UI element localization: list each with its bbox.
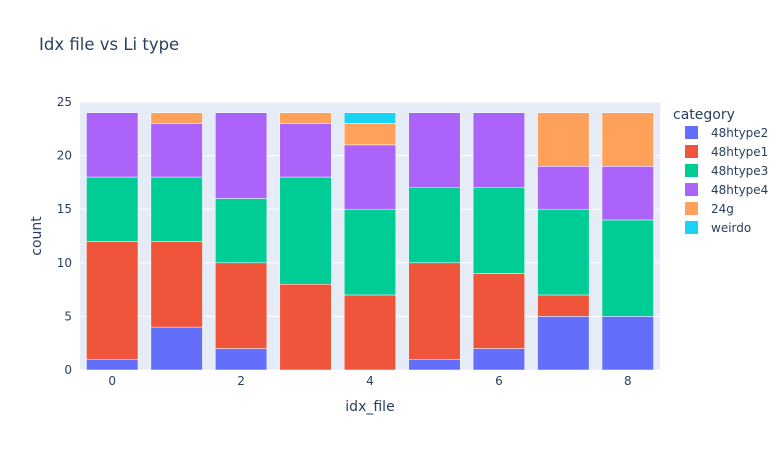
y-axis-title: count — [29, 216, 45, 256]
bar-48htype4-3[interactable] — [279, 123, 332, 178]
x-tick-label: 8 — [624, 374, 632, 388]
bar-48htype1-1[interactable] — [150, 241, 203, 328]
bar-48htype4-1[interactable] — [150, 123, 203, 178]
x-tick-label: 0 — [108, 374, 116, 388]
bar-48htype4-7[interactable] — [537, 166, 590, 210]
bar-48htype4-5[interactable] — [408, 112, 461, 189]
legend-item-24g[interactable]: 24g — [685, 202, 734, 216]
legend-swatch — [685, 221, 698, 234]
legend-label: 48htype1 — [711, 145, 768, 159]
bar-24g-1[interactable] — [150, 112, 203, 124]
legend-item-weirdo[interactable]: weirdo — [685, 221, 751, 235]
bar-48htype2-0[interactable] — [86, 359, 139, 371]
legend-swatch — [685, 164, 698, 177]
bar-48htype2-5[interactable] — [408, 359, 461, 371]
bar-48htype3-8[interactable] — [601, 219, 654, 317]
legend-swatch — [685, 145, 698, 158]
legend-swatch — [685, 183, 698, 196]
legend-item-48htype4[interactable]: 48htype4 — [685, 183, 768, 197]
bar-48htype4-6[interactable] — [472, 112, 525, 189]
bar-48htype3-6[interactable] — [472, 187, 525, 274]
legend-item-48htype2[interactable]: 48htype2 — [685, 126, 768, 140]
x-axis-ticks: 0 2 4 6 8 — [108, 374, 631, 388]
bar-48htype3-0[interactable] — [86, 176, 139, 242]
bar-48htype2-2[interactable] — [215, 348, 268, 371]
y-tick-label: 5 — [64, 309, 72, 323]
bar-24g-8[interactable] — [601, 112, 654, 167]
y-tick-label: 20 — [57, 149, 72, 163]
bars-group — [86, 112, 654, 371]
bar-24g-4[interactable] — [343, 123, 397, 146]
bar-48htype4-4[interactable] — [343, 144, 397, 210]
y-axis-ticks: 0 5 10 15 20 25 — [57, 95, 72, 377]
legend-title: category — [673, 107, 735, 123]
y-tick-label: 0 — [64, 363, 72, 377]
y-tick-label: 25 — [57, 95, 72, 109]
legend-label: 48htype2 — [711, 126, 768, 140]
legend-label: 48htype3 — [711, 164, 768, 178]
bar-48htype1-2[interactable] — [215, 262, 268, 349]
y-tick-label: 15 — [57, 202, 72, 216]
bar-48htype2-7[interactable] — [537, 316, 590, 371]
x-axis-title: idx_file — [345, 399, 394, 415]
bar-48htype4-0[interactable] — [86, 112, 139, 178]
legend-label: 48htype4 — [711, 183, 768, 197]
y-tick-label: 10 — [57, 256, 72, 270]
bar-48htype3-4[interactable] — [343, 208, 397, 296]
bar-48htype1-4[interactable] — [343, 294, 397, 371]
bar-48htype1-0[interactable] — [86, 241, 139, 360]
bar-48htype1-7[interactable] — [537, 294, 590, 317]
bar-48htype3-7[interactable] — [537, 208, 590, 296]
bar-48htype1-3[interactable] — [279, 283, 332, 371]
bar-48htype3-3[interactable] — [279, 176, 332, 285]
bar-48htype3-5[interactable] — [408, 187, 461, 264]
bar-24g-7[interactable] — [537, 112, 590, 167]
bar-48htype1-5[interactable] — [408, 262, 461, 360]
legend-item-48htype1[interactable]: 48htype1 — [685, 145, 768, 159]
legend-label: 24g — [711, 202, 734, 216]
legend-label: weirdo — [711, 221, 751, 235]
legend-item-48htype3[interactable]: 48htype3 — [685, 164, 768, 178]
bar-48htype2-1[interactable] — [150, 326, 203, 371]
bar-48htype2-8[interactable] — [601, 316, 654, 371]
bar-48htype4-2[interactable] — [215, 112, 268, 199]
bar-48htype1-6[interactable] — [472, 273, 525, 349]
x-tick-label: 6 — [495, 374, 503, 388]
bar-24g-3[interactable] — [279, 112, 332, 124]
bar-weirdo-4[interactable] — [343, 112, 397, 124]
bar-48htype2-6[interactable] — [472, 348, 525, 371]
chart-title: Idx file vs Li type — [39, 35, 179, 54]
bar-48htype3-1[interactable] — [150, 176, 203, 242]
x-tick-label: 4 — [366, 374, 374, 388]
legend-swatch — [685, 202, 698, 215]
legend-swatch — [685, 126, 698, 139]
x-tick-label: 2 — [237, 374, 245, 388]
bar-48htype3-2[interactable] — [215, 198, 268, 264]
legend: category 48htype2 48htype1 48htype3 48htype… — [673, 107, 768, 235]
bar-48htype4-8[interactable] — [601, 166, 654, 221]
